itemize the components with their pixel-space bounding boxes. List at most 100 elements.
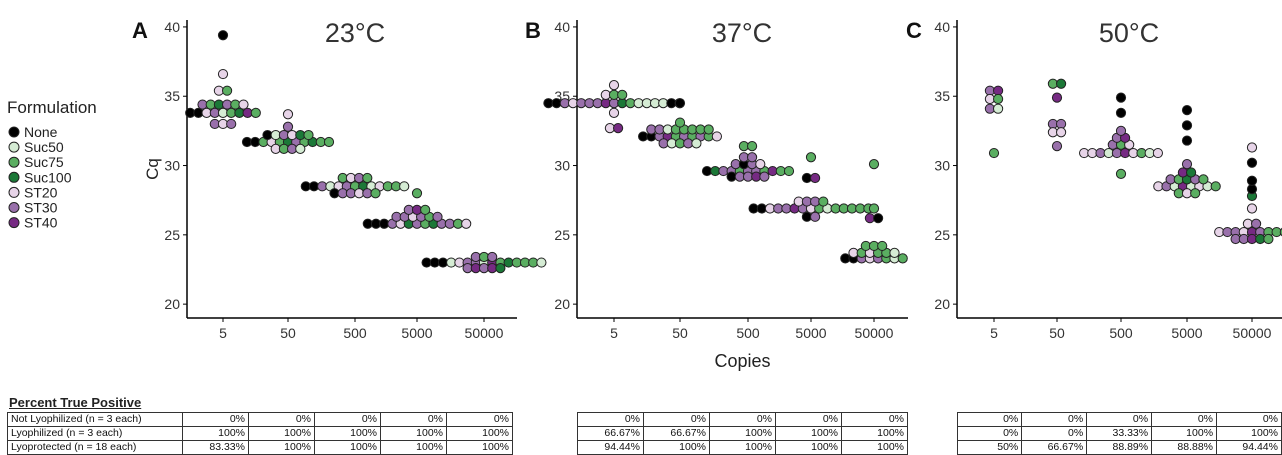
data-point (818, 196, 829, 207)
data-point (362, 172, 373, 184)
x-tick-label: 5000 (401, 325, 432, 341)
panel-a: 20 25 30 35 40 5 50 500 5000 50000 A 23°C Cq (132, 18, 547, 341)
data-point (461, 218, 472, 229)
legend-label-suc75: Suc75 (24, 154, 64, 170)
legend: Formulation NoneSuc50Suc75Suc100ST20ST30… (7, 98, 97, 231)
data-point (993, 103, 1004, 114)
table-cell: 100% (709, 440, 776, 455)
x-tick-label: 50000 (855, 325, 894, 341)
legend-marker-st40 (8, 217, 20, 229)
data-point (1056, 127, 1067, 138)
panel-c: 20 25 30 35 40 5 50 500 5000 50000 C 50°C (906, 18, 1282, 341)
panel-letter: C (906, 18, 922, 43)
table-cell: 66.67% (643, 426, 710, 441)
x-tick-label: 5 (219, 325, 227, 341)
data-point (783, 165, 795, 177)
table-cell: 0% (1216, 412, 1282, 427)
data-point (617, 89, 628, 100)
table-panel-a: Not Lyophilized (n = 3 each) 0% 0% 0% 0% 0% Ly… (7, 412, 513, 455)
x-axis-label: Copies (714, 351, 770, 371)
y-tick-label: 30 (164, 158, 180, 174)
legend-marker-none (8, 126, 20, 138)
legend-marker-st20 (8, 186, 20, 198)
data-point (432, 211, 443, 222)
data-point (755, 159, 766, 170)
x-tick-label: 50 (280, 325, 296, 341)
table-row: Lyophilized (n = 3 each) 100% 100% 100% 100%… (7, 426, 513, 441)
data-point (370, 188, 381, 199)
table-row: 94.44% 100% 100% 100% 100% (577, 440, 908, 455)
table-panel-b: 0% 0% 0% 0% 0% 66.67% 66.67% 100% 100% 100% 94.44%… (577, 412, 908, 455)
table-cell: 0% (956, 426, 1023, 441)
table-title: Percent True Positive (9, 395, 142, 410)
y-tick-label: 40 (934, 19, 950, 35)
legend-title: Formulation (7, 98, 97, 117)
table-cell: 66.67% (1021, 440, 1088, 455)
table-cell: 94.44% (577, 440, 644, 455)
table-cell: 100% (446, 426, 513, 441)
table-cell: 50% (956, 440, 1023, 455)
table-cell: 100% (248, 440, 315, 455)
data-point (868, 203, 880, 214)
table-panel-c: 0% 0% 0% 0% 0% 0% 0% 33.33% 100% 100% 50% 66.67% 88.… (956, 412, 1282, 455)
y-tick-label: 25 (164, 227, 180, 243)
data-point (1115, 92, 1127, 103)
table-cell: 0% (956, 412, 1023, 427)
figure: Formulation NoneSuc50Suc75Suc100ST20ST30… (7, 18, 1282, 371)
table-cell: 100% (1216, 426, 1282, 441)
table-row: 66.67% 66.67% 100% 100% 100% (577, 426, 908, 441)
x-tick-label: 500 (1109, 325, 1133, 341)
data-point (487, 251, 498, 263)
table-row: Lyoprotected (n = 18 each) 83.33% 100% 100%… (7, 440, 513, 455)
x-tick-label: 5000 (1171, 325, 1202, 341)
table-cell: 33.33% (1086, 426, 1153, 441)
table-cell: 100% (709, 426, 776, 441)
y-axis-label: Cq (143, 158, 162, 180)
data-point (703, 124, 714, 135)
table-cell: 100% (841, 440, 908, 455)
table-cell: 0% (643, 412, 710, 427)
data-point (238, 99, 249, 110)
data-point (1115, 125, 1127, 136)
table-cell: 100% (446, 440, 513, 455)
y-tick-label: 30 (934, 158, 950, 174)
table-cell: 0% (1086, 412, 1153, 427)
data-point (877, 240, 888, 252)
data-point (868, 159, 880, 170)
data-point (711, 131, 723, 142)
x-tick-label: 5 (610, 325, 618, 341)
data-point (226, 118, 237, 130)
data-point (613, 123, 624, 134)
panel-letter: A (132, 18, 148, 43)
data-point (873, 213, 884, 224)
table-cell: 0% (446, 412, 513, 427)
table-cell: 0% (182, 412, 249, 427)
data-point (222, 85, 233, 96)
y-tick-label: 25 (554, 227, 570, 243)
x-tick-label: 50000 (465, 325, 504, 341)
data-point (1181, 159, 1193, 170)
table-cell: 0% (709, 412, 776, 427)
data-point (993, 93, 1004, 105)
data-point (1246, 142, 1258, 153)
y-tick-label: 20 (554, 296, 570, 312)
table-cell: 88.89% (1086, 440, 1153, 455)
data-point (495, 263, 506, 274)
panel-title: 23°C (325, 18, 385, 48)
table-cell: 88.88% (1151, 440, 1218, 455)
legend-marker-suc50 (8, 141, 20, 153)
table-cell: 100% (841, 426, 908, 441)
data-point (1051, 141, 1063, 152)
data-point (889, 247, 900, 258)
data-point (1181, 104, 1193, 116)
table-cell: 100% (248, 426, 315, 441)
table-row-label: Not Lyophilized (n = 3 each) (7, 412, 183, 427)
y-tick-label: 30 (554, 158, 570, 174)
data-point (747, 141, 758, 152)
data-point (691, 138, 702, 149)
data-point (1152, 147, 1164, 159)
table-cell: 0% (380, 412, 447, 427)
legend-marker-suc100 (8, 171, 20, 183)
data-point (1251, 218, 1262, 229)
